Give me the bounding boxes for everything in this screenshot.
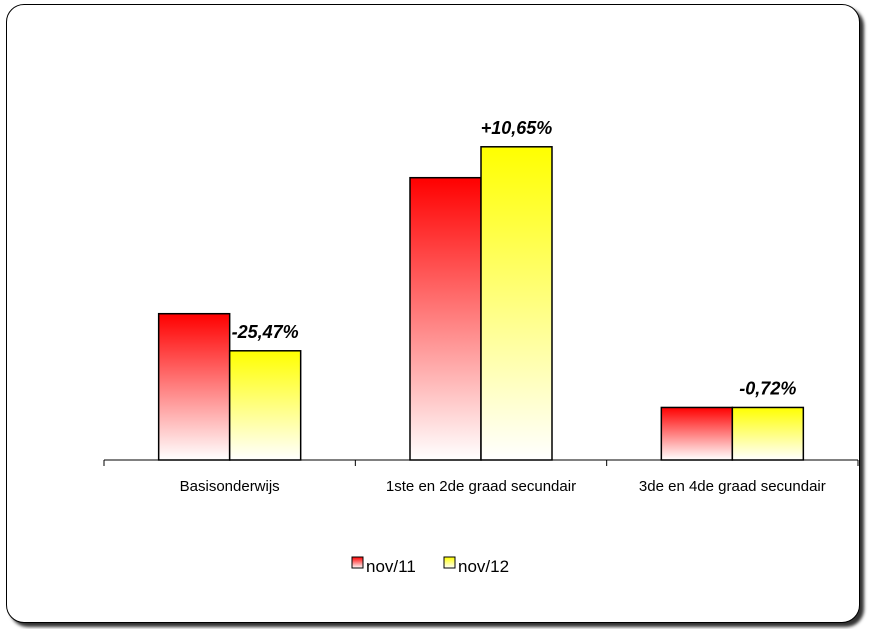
data-label-1: +10,65% <box>481 118 553 138</box>
legend-swatch-0 <box>351 556 364 569</box>
legend-swatch-1 <box>443 556 456 569</box>
bar-nov-11-0 <box>157 312 231 461</box>
x-axis: Basisonderwijs 1ste en 2de graad secundai… <box>103 459 859 495</box>
x-tick-label-2: 3de en 4de graad secundair <box>639 478 826 495</box>
data-label-2: -0,72% <box>739 378 796 398</box>
bar-nov-11-2 <box>660 406 734 461</box>
x-tick-label-1: 1ste en 2de graad secundair <box>386 478 576 495</box>
bar-nov-12-2 <box>731 406 805 461</box>
bar-nov-11-1 <box>409 176 482 461</box>
bar-nov-12-1 <box>480 146 553 461</box>
legend-label-1: nov/12 <box>458 557 509 576</box>
x-tick-label-0: Basisonderwijs <box>180 478 280 495</box>
legend: nov/11 nov/12 <box>351 556 509 576</box>
data-label-0: -25,47% <box>232 322 299 342</box>
data-labels: -25,47% +10,65% -0,72% <box>232 118 797 399</box>
bar-nov-12-0 <box>228 350 302 461</box>
legend-label-0: nov/11 <box>366 557 416 576</box>
bars-layer <box>157 146 805 461</box>
